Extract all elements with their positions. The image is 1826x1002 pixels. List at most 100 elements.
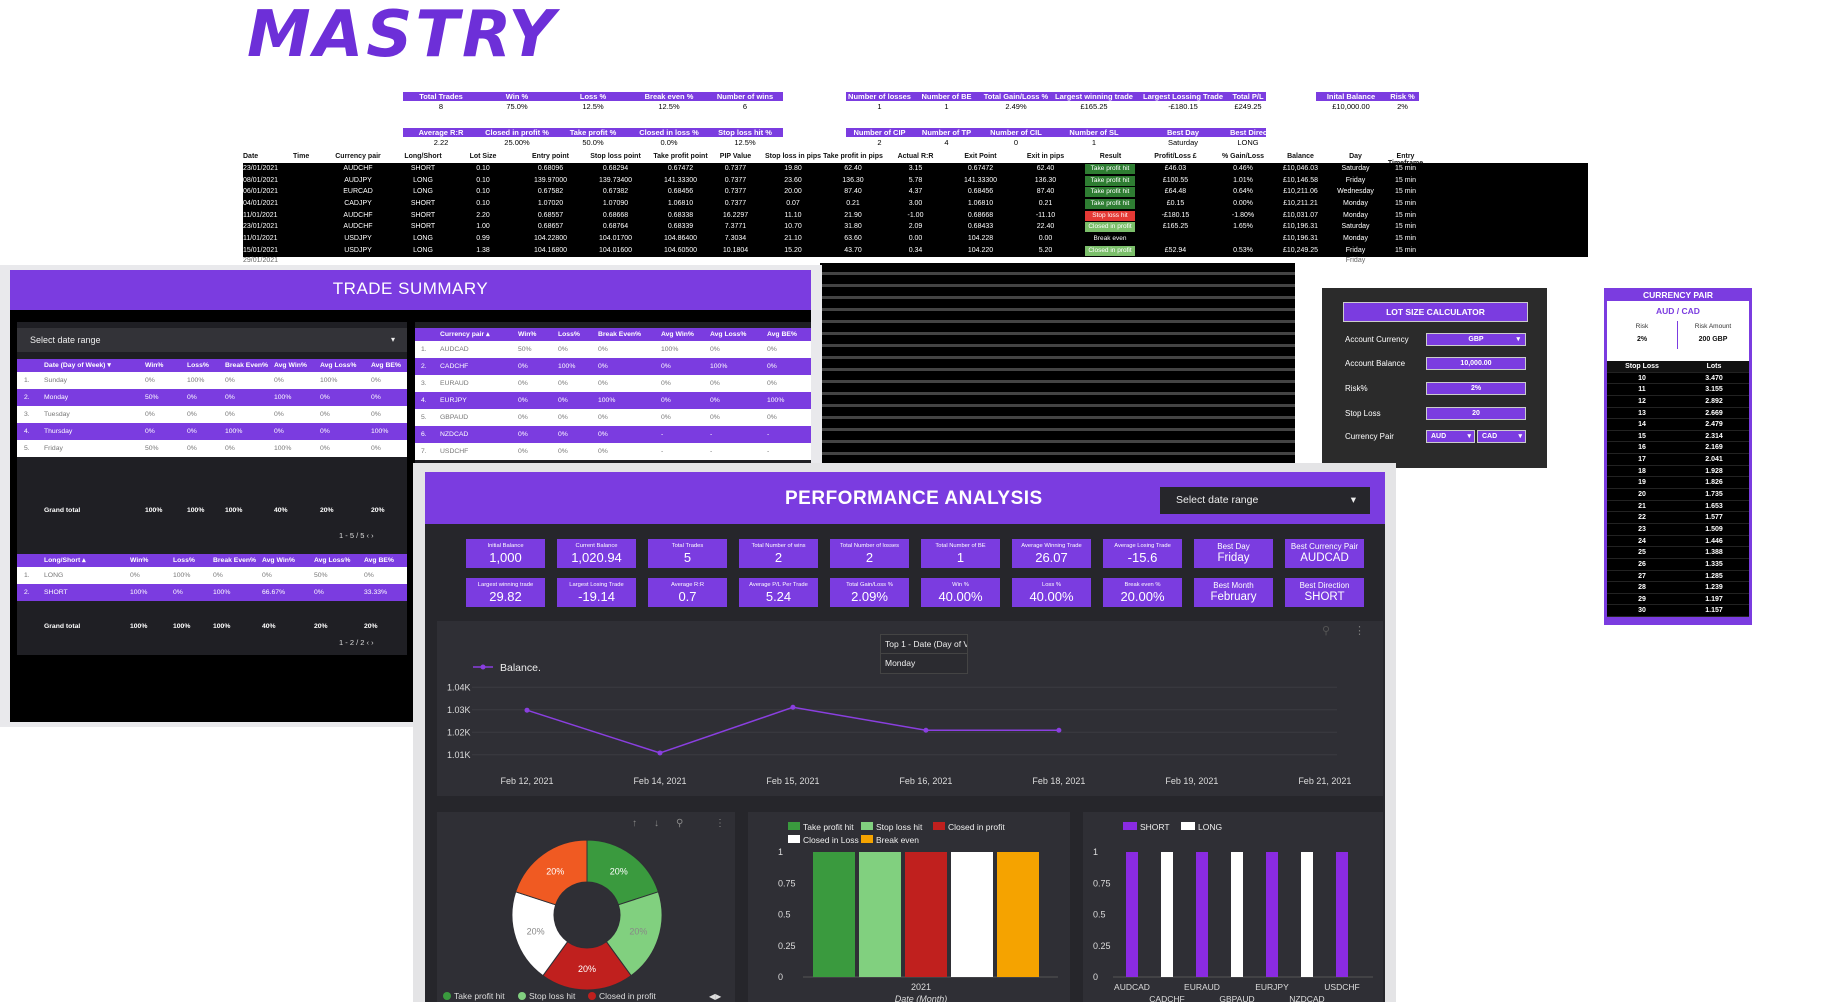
kpi-value: AUDCAD <box>1300 552 1349 564</box>
balance-point[interactable] <box>1056 727 1062 733</box>
direction-bar[interactable] <box>1126 852 1138 977</box>
direction-bar[interactable] <box>1161 852 1173 977</box>
pa-date-select[interactable]: Select date range ▾ <box>1160 487 1370 514</box>
result-pie-chart: 20% 20% 20% 20% 20% Take profit hit Stop loss … <box>443 839 722 1001</box>
pager[interactable]: 1 - 2 / 2 ‹ › <box>339 638 374 647</box>
pie-slice[interactable] <box>586 839 659 906</box>
more-vertical-icon[interactable]: ⋮ <box>1354 625 1365 637</box>
balance-point[interactable] <box>790 704 796 710</box>
trade-cell: Monday <box>1343 200 1368 208</box>
total-cell: 20% <box>320 507 334 514</box>
pie-slice[interactable] <box>515 839 588 906</box>
trade-cell: LONG <box>413 188 433 196</box>
balance-point[interactable] <box>923 727 929 733</box>
result-bar[interactable] <box>813 852 855 977</box>
kpi-label: Total Number of losses <box>840 543 899 549</box>
trade-cell: £10,146.58 <box>1282 176 1319 184</box>
direction-bar[interactable] <box>1196 852 1208 977</box>
result-badge: Take profit hit <box>1085 187 1135 198</box>
column-header: Lot Size <box>469 153 497 160</box>
table-header-cell[interactable]: Date (Day of Week) ▾ <box>44 362 111 369</box>
table-cell: 0% <box>213 572 223 579</box>
column-header: Day <box>1349 153 1362 160</box>
table-header-cell[interactable]: Long/Short ▴ <box>44 557 86 564</box>
table-row[interactable]: 5. Friday 50% 0% 0% 100% 0% 0% <box>17 440 407 457</box>
trade-cell: 1.06810 <box>667 200 694 208</box>
y-tick-label: 0.5 <box>778 910 791 920</box>
table-row[interactable]: 7. USDCHF 0% 0% 0% - - - <box>415 443 811 460</box>
x-tick-label: CADCHF <box>1149 994 1184 1002</box>
stats-sheet: Total Trades 8 Win % 75.0% Loss % 12.5% Break … <box>243 92 1588 242</box>
legend-pager-icon[interactable]: ◀▶ <box>709 992 722 1001</box>
trade-cell: SHORT <box>410 223 436 231</box>
result-bar[interactable] <box>859 852 901 977</box>
pie-slice[interactable] <box>605 891 663 977</box>
kpi-card: Current Balance 1,020.94 <box>557 539 636 568</box>
cp-row: 29 1.197 <box>1607 593 1749 606</box>
column-header: Actual R:R <box>897 153 934 160</box>
table-row[interactable]: 2. SHORT 100% 0% 100% 66.67% 0% 33.33% <box>17 584 407 601</box>
trade-cell: AUDCHF <box>343 211 373 219</box>
result-bar[interactable] <box>905 852 947 977</box>
trade-cell: 1.06810 <box>967 200 994 208</box>
table-row[interactable]: 5. GBPAUD 0% 0% 0% 0% 0% 0% <box>415 409 811 426</box>
table-row[interactable]: 1. LONG 0% 100% 0% 0% 50% 0% <box>17 567 407 584</box>
cp-sl: 24 <box>1638 537 1646 545</box>
legend-swatch <box>788 835 800 843</box>
summary-header: Total Trades <box>403 92 479 101</box>
trade-cell: £10,196.31 <box>1282 223 1319 231</box>
pair-from-select[interactable]: AUD ▾ <box>1426 430 1475 443</box>
lot-field-input[interactable]: 2% <box>1426 382 1526 395</box>
direction-bar[interactable] <box>1336 852 1348 977</box>
kpi-card: Break even % 20.00% <box>1103 578 1182 607</box>
pie-slice[interactable] <box>511 891 569 977</box>
arrow-up-icon[interactable]: ↑ <box>632 818 637 829</box>
summary-value: 4 <box>944 138 949 147</box>
pager[interactable]: 1 - 5 / 5 ‹ › <box>339 531 374 540</box>
table-row[interactable]: 2. CADCHF 0% 100% 0% 0% 100% 0% <box>415 358 811 375</box>
direction-bar[interactable] <box>1231 852 1243 977</box>
ts-date-select[interactable]: Select date range ▾ <box>17 328 407 352</box>
result-bar[interactable] <box>997 852 1039 977</box>
lot-field-input[interactable]: GBP ▾ <box>1426 333 1526 346</box>
trade-row: 04/01/2021 CADJPY SHORT 0.10 1.07020 1.07090 1… <box>243 198 1588 210</box>
table-row[interactable]: 2. Monday 50% 0% 0% 100% 0% 0% <box>17 389 407 406</box>
trade-cell: 4.37 <box>908 188 923 196</box>
table-cell: 0% <box>598 448 608 455</box>
trade-cell: 15 min <box>1394 165 1416 172</box>
table-row[interactable]: 1. AUDCAD 50% 0% 0% 100% 0% 0% <box>415 341 811 358</box>
more-vertical-icon[interactable]: ⋮ <box>715 818 725 829</box>
drill-icon[interactable]: ⚲ <box>676 818 684 829</box>
column-header: Take profit in pips <box>823 153 883 160</box>
balance-point[interactable] <box>524 707 530 713</box>
trade-cell: 0.68456 <box>967 188 994 196</box>
table-cell: 33.33% <box>364 589 388 596</box>
y-tick-label: 0.25 <box>778 941 796 951</box>
result-bar[interactable] <box>951 852 993 977</box>
table-row[interactable]: 3. Tuesday 0% 0% 0% 0% 0% 0% <box>17 406 407 423</box>
balance-point[interactable] <box>657 750 663 756</box>
lot-field-input[interactable]: 20 <box>1426 407 1526 420</box>
cp-row: 21 1.653 <box>1607 500 1749 513</box>
trade-cell: 1.65% <box>1233 223 1253 231</box>
explore-icon[interactable]: ⚲ <box>1322 625 1331 637</box>
kpi-label: Break even % <box>1124 582 1161 588</box>
pair-to-select[interactable]: CAD ▾ <box>1477 430 1526 443</box>
table-row[interactable]: 1. Sunday 0% 100% 0% 0% 100% 0% <box>17 372 407 389</box>
pie-slice[interactable] <box>542 940 632 991</box>
arrow-down-icon[interactable]: ↓ <box>654 818 659 829</box>
column-header: Time <box>293 153 310 160</box>
table-cell: 0% <box>518 448 528 455</box>
direction-bar[interactable] <box>1266 852 1278 977</box>
table-header-cell[interactable]: Currency pair ▴ <box>440 331 490 338</box>
table-row[interactable]: 4. Thursday 0% 0% 100% 0% 0% 100% <box>17 423 407 440</box>
lot-field-input[interactable]: 10,000.00 <box>1426 357 1526 370</box>
x-tick-label: EURAUD <box>1184 982 1220 992</box>
table-row[interactable]: 3. EURAUD 0% 0% 0% 0% 0% 0% <box>415 375 811 392</box>
table-row[interactable]: 6. NZDCAD 0% 0% 0% - - - <box>415 426 811 443</box>
trade-cell: 29/01/2021 <box>243 256 279 264</box>
table-row[interactable]: 4. EURJPY 0% 0% 100% 0% 0% 100% <box>415 392 811 409</box>
table-header-cell: Avg Win% <box>661 331 694 338</box>
direction-bar[interactable] <box>1301 852 1313 977</box>
cp-lots: 2.892 <box>1705 397 1723 405</box>
